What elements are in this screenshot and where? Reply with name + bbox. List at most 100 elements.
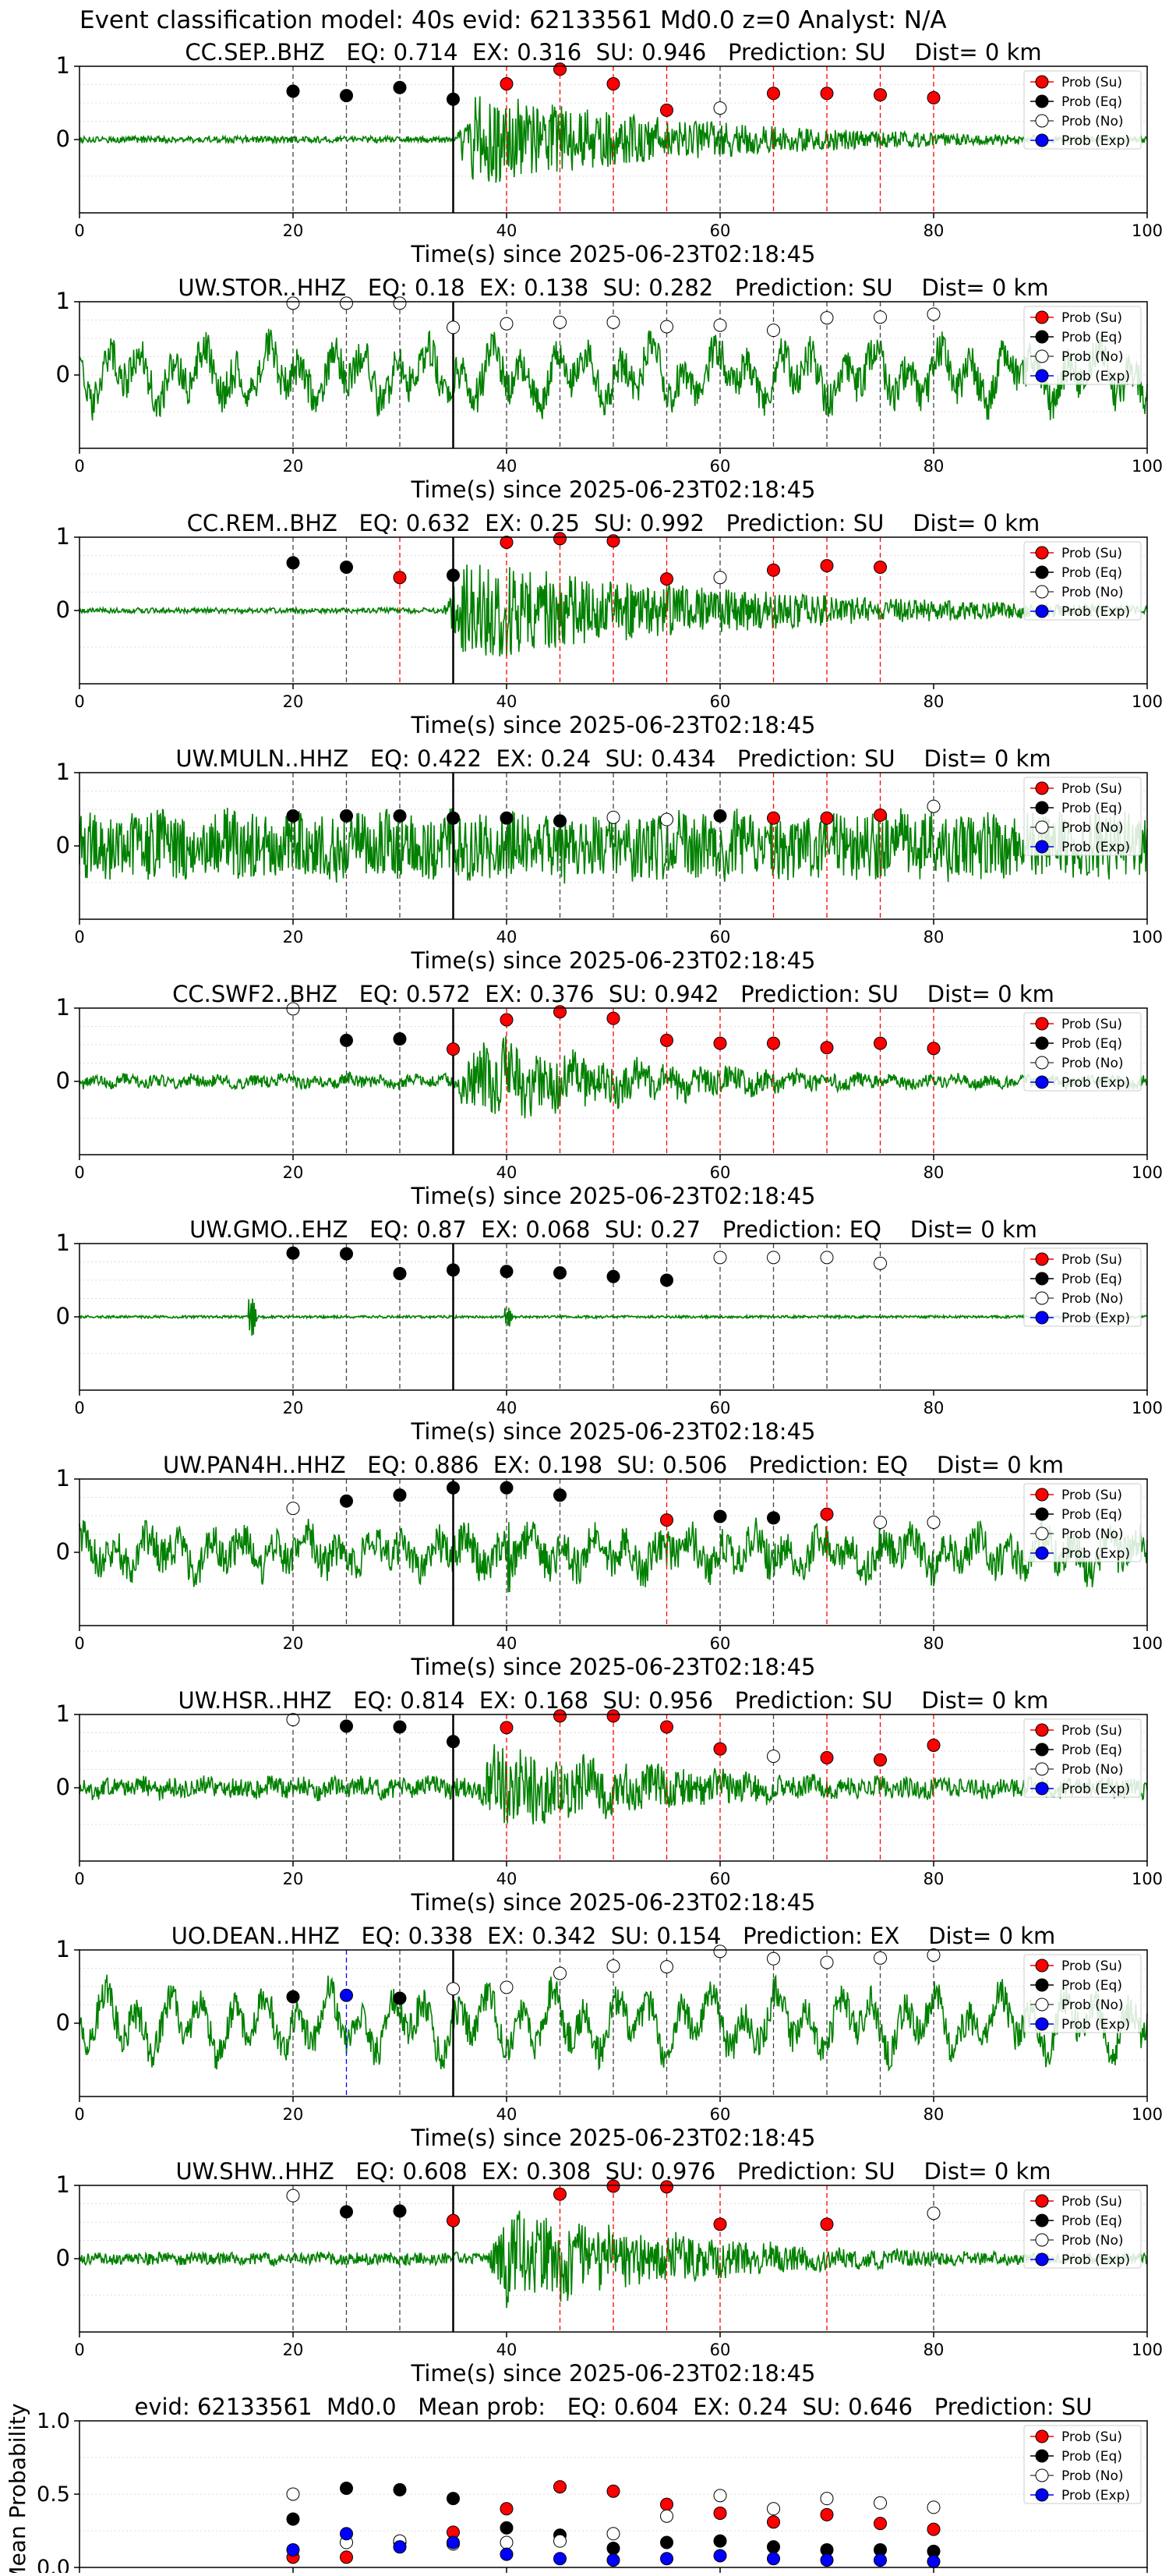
window-prob-marker-no [767,1951,780,1966]
x-tick-label: 60 [710,1870,731,1888]
mean-prob-marker-eq [340,2481,353,2495]
window-prob-marker-su [874,561,887,575]
window-prob-marker-su [767,1036,780,1050]
mean-prob-marker-exp [927,2554,941,2568]
window-prob-marker-eq [340,1719,353,1733]
window-prob-marker-no [767,1251,780,1265]
window-prob-marker-su [606,77,620,91]
y-tick-label: 0 [56,1774,70,1800]
window-prob-marker-no [660,812,673,826]
window-prob-marker-su [820,811,834,825]
legend-box [1023,1247,1142,1327]
window-prob-marker-eq [713,809,727,823]
legend-marker-no [1035,349,1049,363]
legend-marker-eq [1035,1978,1049,1992]
x-tick-label: 40 [496,1399,517,1417]
legend-label-no: Prob (No) [1061,2233,1124,2249]
legend-label-no: Prob (No) [1061,585,1124,600]
waveform-trace [79,1974,1148,2072]
window-prob-marker-eq [447,568,460,582]
y-tick-label: 1.0 [37,2409,70,2433]
window-prob-marker-eq [393,2204,407,2218]
window-prob-marker-no [927,1515,941,1529]
x-tick-label: 0 [74,2105,84,2124]
mean-prob-marker-su [660,2497,673,2511]
legend-label-eq: Prob (Eq) [1061,94,1122,110]
legend-label-exp: Prob (Exp) [1061,1546,1130,1562]
legend-marker-su [1035,2429,1049,2443]
x-tick-label: 20 [283,457,304,476]
x-tick-label: 60 [710,457,731,476]
legend-label-su: Prob (Su) [1061,2429,1122,2445]
window-prob-marker-no [820,311,834,325]
window-prob-marker-eq [340,89,353,103]
window-prob-marker-su [713,1742,727,1756]
x-tick-label: 20 [283,692,304,711]
legend-marker-exp [1035,1075,1049,1089]
window-prob-marker-su [606,2179,620,2193]
window-prob-marker-su [660,1033,673,1047]
window-prob-marker-su [927,1042,941,1056]
legend-marker-exp [1035,840,1049,854]
y-tick-label: 0.5 [37,2482,70,2507]
window-prob-marker-eq [340,2205,353,2219]
legend-label-no: Prob (No) [1061,1762,1124,1778]
x-tick-label: 60 [710,1634,731,1653]
window-prob-marker-su [660,572,673,586]
legend-label-exp: Prob (Exp) [1061,133,1130,149]
window-prob-marker-eq [393,1720,407,1734]
mean-prob-marker-exp [286,2542,300,2557]
window-prob-marker-su [660,2180,673,2194]
window-prob-marker-eq [393,80,407,94]
window-prob-marker-eq [393,809,407,823]
legend-label-no: Prob (No) [1061,1527,1124,1542]
mean-prob-marker-exp [340,2527,353,2541]
x-tick-label: 0 [74,1399,84,1417]
legend-label-no: Prob (No) [1061,820,1124,836]
legend-marker-su [1035,1488,1049,1502]
legend-marker-eq [1035,2449,1049,2463]
x-tick-label: 20 [283,2341,304,2359]
window-prob-marker-exp [340,1988,353,2002]
legend-marker-no [1035,1291,1049,1305]
waveform-trace [79,2210,1148,2309]
x-tick-label: 100 [1132,457,1163,476]
x-tick-label: 60 [710,928,731,947]
mean-prob-marker-su [927,2522,941,2536]
legend-marker-su [1035,1252,1049,1266]
x-axis-label: Time(s) since 2025-06-23T02:18:45 [411,1889,816,1916]
mean-prob-marker-exp [660,2552,673,2566]
window-prob-marker-no [286,296,300,310]
x-tick-label: 40 [496,2341,517,2359]
x-tick-label: 100 [1132,1163,1163,1182]
y-tick-label: 0 [56,1303,70,1329]
x-tick-label: 60 [710,221,731,240]
window-prob-marker-su [553,1709,567,1723]
legend-label-no: Prob (No) [1061,114,1124,129]
y-tick-label: 1 [56,1465,70,1491]
window-prob-marker-eq [660,1273,673,1287]
y-tick-label: 1 [56,1230,70,1256]
legend-label-eq: Prob (Eq) [1061,1507,1122,1523]
x-tick-label: 20 [283,928,304,947]
mean-prob-marker-su [767,2515,780,2529]
x-tick-label: 100 [1132,2105,1163,2124]
waveform-trace [79,1517,1148,1593]
x-tick-label: 20 [283,221,304,240]
legend-label-exp: Prob (Exp) [1061,2488,1130,2503]
mean-prob-marker-eq [767,2540,780,2554]
legend-marker-exp [1035,2017,1049,2031]
window-prob-marker-eq [447,811,460,825]
window-prob-marker-eq [447,92,460,106]
mean-prob-marker-no [553,2534,567,2548]
window-prob-marker-su [820,1507,834,1521]
mean-prob-marker-no [500,2535,514,2549]
legend-box [1023,541,1142,621]
legend-label-exp: Prob (Exp) [1061,1311,1130,1326]
legend-label-su: Prob (Su) [1061,310,1122,326]
window-prob-marker-no [660,1960,673,1974]
mean-prob-marker-exp [874,2553,887,2567]
mean-prob-marker-su [500,2502,514,2516]
